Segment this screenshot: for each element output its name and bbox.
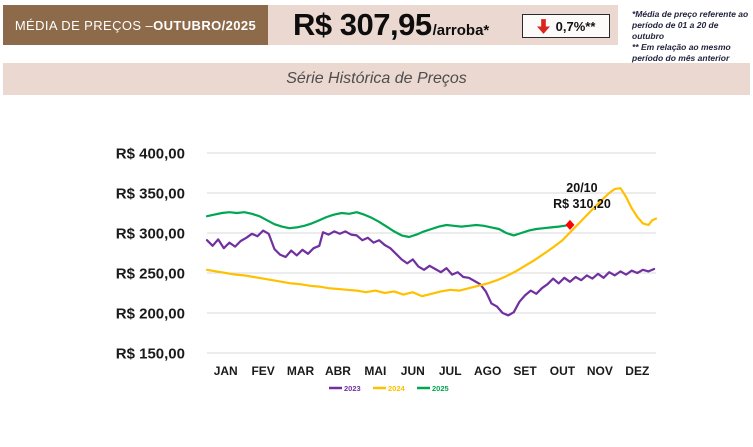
- annotation-marker-diamond: [565, 219, 575, 230]
- header-label: MÉDIA DE PREÇOS –: [14, 17, 154, 33]
- month-label: FEV: [251, 364, 274, 378]
- y-tick-label: R$ 350,00: [116, 186, 185, 203]
- arrow-down-icon: [536, 18, 550, 34]
- y-tick-label: R$ 200,00: [116, 306, 185, 323]
- legend-label-2024: 2024: [388, 384, 406, 393]
- footnote-line: *Média de preço referente ao: [632, 9, 749, 19]
- y-tick-label: R$ 300,00: [116, 226, 185, 243]
- y-tick-label: R$ 150,00: [116, 346, 185, 363]
- month-label: MAI: [364, 364, 386, 378]
- month-label: DEZ: [625, 364, 649, 378]
- month-label: ABR: [325, 364, 351, 378]
- section-title-band: Série Histórica de Preços: [3, 63, 750, 95]
- section-title: Série Histórica de Preços: [286, 70, 467, 87]
- price-unit: /arroba*: [432, 22, 490, 39]
- month-label: AGO: [474, 364, 501, 378]
- price-history-chart: R$ 400,00 R$ 350,00 R$ 300,00 R$ 250,00 R$ 2…: [116, 146, 658, 393]
- header-title-box: MÉDIA DE PREÇOS – OUTUBRO/2025: [3, 5, 268, 45]
- header-month: OUTUBRO/2025: [153, 17, 257, 33]
- footnote-text: *Média de preço referente ao período de …: [632, 9, 752, 64]
- month-label: NOV: [587, 364, 613, 378]
- series-line-2023: [205, 229, 656, 317]
- footnote-line: período de 01 a 20 de outubro: [632, 20, 719, 41]
- legend-label-2023: 2023: [344, 384, 361, 393]
- y-tick-label: R$ 250,00: [116, 266, 185, 283]
- month-label: OUT: [550, 364, 576, 378]
- price-display: R$ 307,95 /arroba*: [293, 5, 489, 45]
- legend-label-2025: 2025: [432, 384, 449, 393]
- y-tick-label: R$ 400,00: [116, 146, 185, 163]
- series-line-2025: [205, 211, 572, 239]
- month-label: MAR: [287, 364, 315, 378]
- month-label: JUN: [401, 364, 425, 378]
- price-change-badge: 0,7%**: [522, 14, 610, 38]
- footnote-line: período do mês anterior: [632, 53, 730, 63]
- annotation-label: R$ 310,20: [553, 197, 611, 211]
- annotation-label: 20/10: [566, 181, 597, 195]
- footnote-line: ** Em relação ao mesmo: [632, 42, 731, 52]
- price-value: R$ 307,95: [293, 7, 432, 42]
- month-label: JUL: [439, 364, 462, 378]
- month-label: SET: [513, 364, 537, 378]
- series-line-2024: [205, 187, 658, 298]
- month-label: JAN: [214, 364, 238, 378]
- price-change-value: 0,7%**: [555, 18, 596, 34]
